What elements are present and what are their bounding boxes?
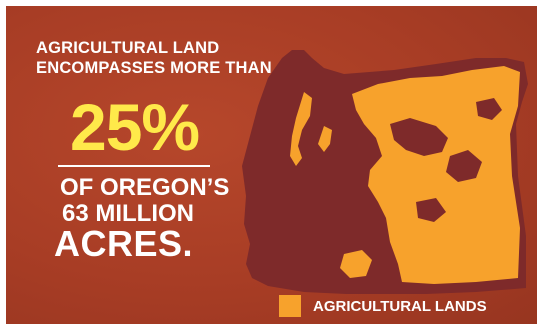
non-ag-patch-1 xyxy=(390,118,448,156)
non-ag-patch-3 xyxy=(476,98,502,120)
stat-line-2: 63 MILLION xyxy=(62,200,195,227)
infographic-card: AGRICULTURAL LAND ENCOMPASSES MORE THAN … xyxy=(6,6,537,324)
oregon-map xyxy=(242,50,528,294)
non-ag-patch-2 xyxy=(446,150,482,182)
stat-line-1: OF OREGON’S xyxy=(60,174,230,201)
agricultural-area-south xyxy=(340,250,372,278)
legend-swatch xyxy=(279,295,301,317)
stat-line-3: ACRES. xyxy=(54,223,194,264)
map-legend: AGRICULTURAL LANDS xyxy=(279,295,487,317)
headline-line-2: ENCOMPASSES MORE THAN xyxy=(36,59,272,77)
agricultural-area-east xyxy=(352,66,520,284)
divider-line xyxy=(58,165,210,167)
agricultural-area-valley-2 xyxy=(318,126,332,152)
legend-label: AGRICULTURAL LANDS xyxy=(313,297,487,315)
agricultural-area-valley xyxy=(290,92,312,166)
non-ag-patch-4 xyxy=(416,198,446,222)
stat-percentage: 25% xyxy=(70,90,200,164)
headline-line-1: AGRICULTURAL LAND xyxy=(36,39,220,57)
